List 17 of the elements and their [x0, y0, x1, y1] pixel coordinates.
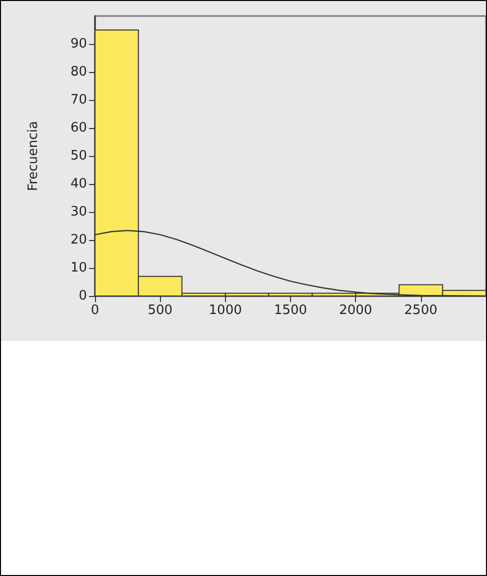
y-tick-label: 10 — [70, 260, 87, 276]
y-tick-label: 40 — [70, 176, 87, 192]
y-tick-label: 70 — [70, 92, 87, 108]
y-tick-label: 0 — [78, 288, 87, 304]
y-tick-label: 30 — [70, 204, 87, 220]
y-tick-label: 80 — [70, 64, 87, 80]
y-tick-label: 90 — [70, 36, 87, 52]
x-tick-label: 500 — [148, 303, 173, 318]
x-tick-label: 2500 — [404, 303, 438, 318]
x-tick-label: 0 — [90, 303, 100, 318]
x-tick-label: 1500 — [274, 303, 308, 318]
x-tick-label: 1000 — [208, 303, 242, 318]
x-tick-label: 2000 — [339, 303, 372, 318]
y-tick-label: 50 — [70, 148, 87, 164]
y-axis-title: Frecuencia — [26, 121, 41, 191]
y-tick-label: 60 — [70, 120, 87, 136]
y-tick-label: 20 — [70, 232, 87, 248]
